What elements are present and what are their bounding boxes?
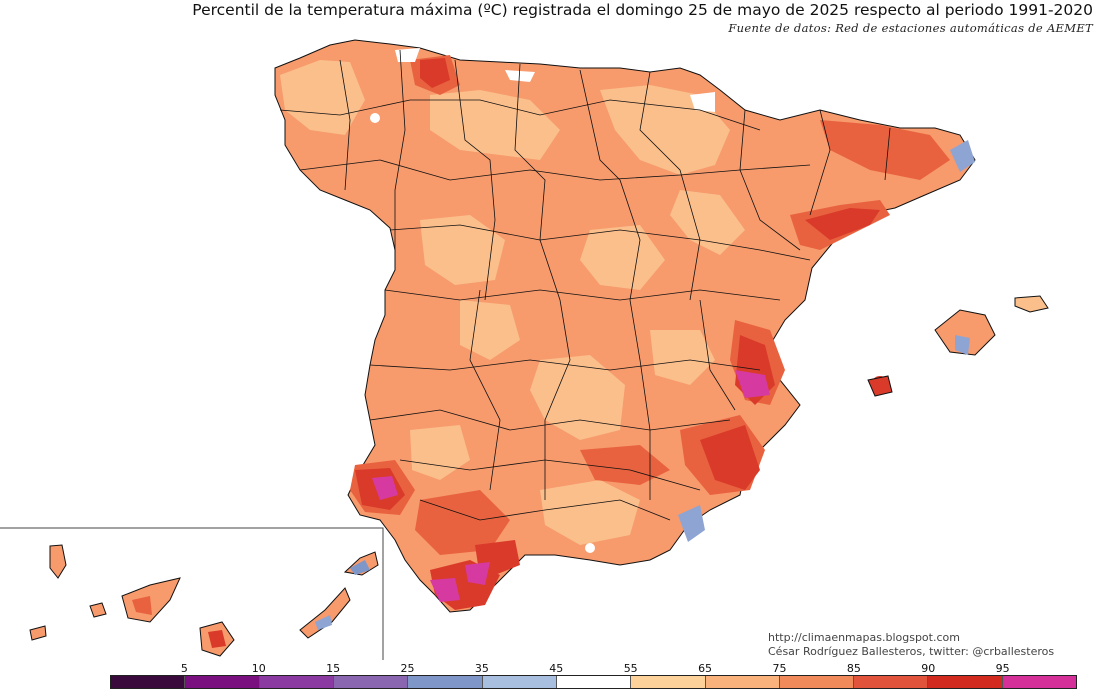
legend-swatch	[631, 676, 706, 688]
mallorca	[934, 309, 996, 356]
legend-swatch	[556, 676, 632, 688]
blog-url: http://climaenmapas.blogspot.com	[768, 631, 960, 644]
balearic-islands	[867, 295, 1049, 397]
la-palma	[49, 544, 67, 579]
legend-tick-label: 45	[549, 662, 564, 675]
author-credit: César Rodríguez Ballesteros, twitter: @c…	[768, 645, 1055, 658]
el-hierro	[29, 625, 47, 641]
legend-tick-label: 5	[180, 662, 188, 675]
low-percentile-areas	[370, 48, 975, 553]
color-legend	[110, 675, 1077, 689]
credits: http://climaenmapas.blogspot.com César R…	[768, 631, 1054, 659]
legend-swatch	[333, 676, 409, 688]
legend-swatch	[482, 676, 557, 688]
legend-swatch	[705, 676, 780, 688]
legend-tick-label: 15	[326, 662, 341, 675]
legend-swatch	[854, 676, 929, 688]
legend-tick-label: 95	[995, 662, 1010, 675]
legend-swatch	[408, 676, 483, 688]
legend-swatch	[928, 676, 1003, 688]
map-title: Percentil de la temperatura máxima (ºC) …	[192, 1, 1093, 19]
legend-tick-label: 10	[251, 662, 266, 675]
legend-tick-label: 90	[921, 662, 936, 675]
legend-ticks: 5 10 15 25 35 45 55 65 75 85 90 95	[110, 662, 1077, 675]
la-gomera	[89, 602, 107, 618]
legend-swatch	[1002, 676, 1077, 688]
legend-tick-label: 65	[698, 662, 713, 675]
top-percentile-areas	[372, 370, 885, 602]
legend-swatch	[185, 676, 260, 688]
legend-tick-label: 25	[400, 662, 415, 675]
legend-tick-label: 35	[474, 662, 489, 675]
menorca	[1014, 295, 1049, 313]
data-source-note: Fuente de datos: Red de estaciones autom…	[728, 21, 1093, 35]
light-percentile-areas	[280, 60, 745, 545]
legend-swatch	[779, 676, 855, 688]
legend-tick-label: 85	[846, 662, 861, 675]
legend-swatch	[111, 676, 186, 688]
legend-tick-label: 55	[623, 662, 638, 675]
province-borders	[279, 49, 891, 521]
legend-swatch	[259, 676, 334, 688]
tenerife	[121, 577, 181, 623]
canary-islands-inset	[0, 527, 384, 660]
ibiza	[867, 375, 893, 397]
legend-tick-label: 75	[772, 662, 787, 675]
fuerteventura	[299, 587, 351, 639]
